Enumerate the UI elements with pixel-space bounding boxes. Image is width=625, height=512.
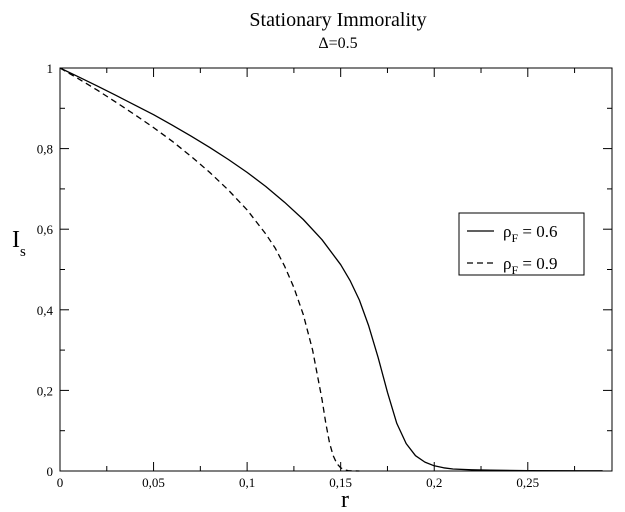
legend-label-1: ρF = 0.6 [503, 222, 558, 245]
chart-title: Stationary Immorality [249, 9, 426, 31]
legend: ρF = 0.6 ρF = 0.9 [458, 212, 585, 277]
y-axis-ticks: 0 0,2 0,4 0,6 0,8 1 [37, 61, 612, 479]
x-tick-label: 0,15 [329, 475, 352, 490]
x-tick-label: 0 [57, 475, 64, 490]
series-line-1 [59, 67, 603, 472]
y-axis-label: Is [12, 227, 26, 260]
y-axis-label-subscript: s [20, 244, 26, 260]
y-tick-label: 0,2 [37, 383, 53, 398]
series-line-2 [59, 67, 360, 472]
x-tick-label: 0,25 [516, 475, 539, 490]
x-tick-label: 0,2 [426, 475, 442, 490]
y-axis-label-main: I [12, 227, 20, 253]
legend-box [458, 212, 585, 276]
y-tick-label: 0 [47, 464, 54, 479]
chart-subtitle: Δ=0.5 [318, 35, 357, 52]
y-tick-label: 1 [47, 61, 54, 76]
x-axis-ticks: 0 0,05 0,1 0,15 0,2 0,25 [57, 68, 576, 490]
y-tick-label: 0,4 [37, 303, 54, 318]
y-tick-label: 0,8 [37, 142, 53, 157]
series-layer [59, 67, 603, 472]
legend-label-2: ρF = 0.9 [503, 254, 558, 277]
x-tick-label: 0,1 [239, 475, 255, 490]
y-tick-label: 0,6 [37, 222, 54, 237]
x-axis-label: r [341, 487, 349, 512]
x-tick-label: 0,05 [142, 475, 165, 490]
